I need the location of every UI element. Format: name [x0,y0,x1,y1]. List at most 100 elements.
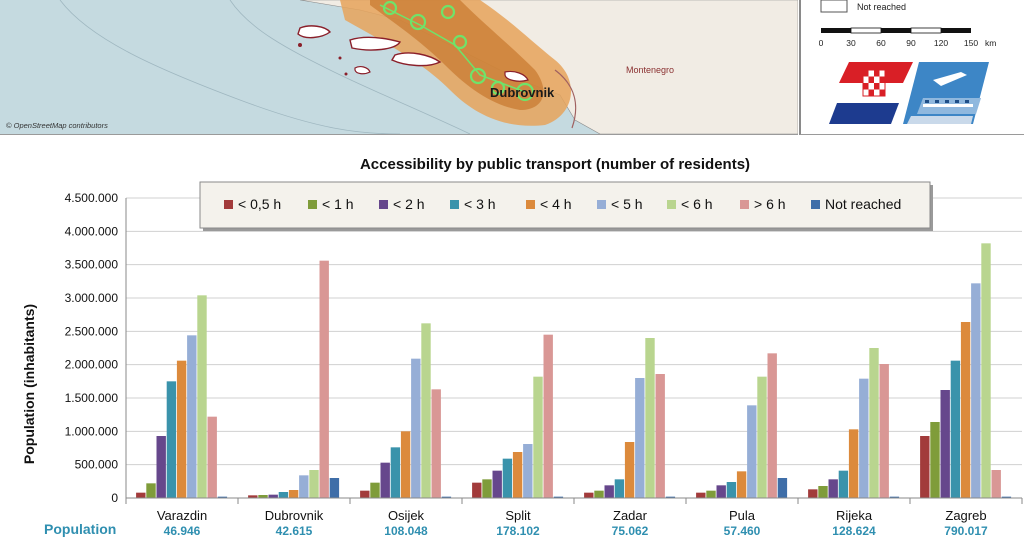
chart-title: Accessibility by public transport (numbe… [360,156,750,173]
bar-rijeka-series-4 [848,429,859,498]
scale-bar: 0 30 60 90 120 150 km [819,27,996,48]
legend-label-4: < 4 h [540,196,572,212]
bar-zadar-series-1 [594,490,604,498]
not-reached-swatch [820,0,848,13]
bar-dubrovnik-series-3 [278,492,289,498]
chart-container: Accessibility by public transport (numbe… [0,136,1024,544]
bar-zadar-series-4 [624,442,635,498]
bar-rijeka-series-8 [889,496,900,498]
bar-pula-series-6 [757,376,767,498]
population-value: 57.460 [724,524,761,538]
legend-label-2: < 2 h [393,196,425,212]
bar-pula-series-0 [696,492,706,498]
population-value: 42.615 [276,524,313,538]
bar-split-series-5 [523,444,533,498]
bar-zagreb-series-2 [940,390,950,498]
legend-swatch-7 [740,200,749,209]
legend-label-5: < 5 h [611,196,643,212]
legend-swatch-0 [224,200,233,209]
x-category-label: Varazdin [157,508,207,523]
bar-pula-series-1 [706,490,716,498]
map-panel: Dubrovnik Montenegro © OpenStreetMap con… [0,0,798,135]
bar-osijek-series-2 [380,462,390,498]
population-row-label: Population [44,521,116,537]
map-graphic: Dubrovnik Montenegro © OpenStreetMap con… [0,0,798,134]
legend-label-7: > 6 h [754,196,786,212]
bar-zadar-series-8 [665,496,676,498]
bar-varazdin-series-4 [176,360,187,498]
bar-zadar-series-0 [584,492,594,498]
legend-swatch-3 [450,200,459,209]
y-tick-label: 1.000.000 [65,424,119,438]
bar-osijek-series-4 [400,431,411,498]
bar-rijeka-series-5 [859,378,869,498]
x-category-label: Pula [729,508,756,523]
x-category-label: Osijek [388,508,425,523]
scale-unit: km [985,38,996,48]
legend-swatch-4 [526,200,535,209]
y-tick-label: 3.500.000 [65,258,119,272]
bar-rijeka-series-2 [828,479,838,498]
x-category-label: Zagreb [945,508,986,523]
bar-osijek-series-0 [360,490,370,498]
bar-dubrovnik-series-7 [319,260,329,498]
bar-varazdin-series-8 [217,496,228,498]
y-tick-label: 4.000.000 [65,224,119,238]
bar-pula-series-7 [767,353,777,498]
bar-zagreb-series-8 [1001,496,1012,498]
scale-tick-120: 120 [934,38,948,48]
y-tick-label: 2.500.000 [65,324,119,338]
bar-dubrovnik-series-4 [288,490,299,498]
bar-varazdin-series-5 [187,335,197,498]
y-tick-label: 2.000.000 [65,358,119,372]
legend-swatch-1 [308,200,317,209]
legend-swatch-6 [667,200,676,209]
bar-zagreb-series-7 [991,470,1001,498]
population-value: 128.624 [832,524,876,538]
bar-pula-series-8 [777,478,788,498]
y-tick-label: 1.500.000 [65,391,119,405]
map-attribution: © OpenStreetMap contributors [6,121,108,130]
bar-split-series-6 [533,376,543,498]
bar-osijek-series-8 [441,496,452,498]
legend-label-1: < 1 h [322,196,354,212]
population-value: 108.048 [384,524,428,538]
legend-not-reached-label: Not reached [857,2,906,12]
bar-rijeka-series-1 [818,486,828,498]
bar-pula-series-2 [716,485,726,498]
legend-label-6: < 6 h [681,196,713,212]
bar-split-series-0 [472,482,482,498]
bar-zadar-series-6 [645,338,655,498]
map-city-label: Dubrovnik [490,85,555,100]
bar-rijeka-series-7 [879,364,889,498]
legend-swatch-2 [379,200,388,209]
scale-tick-150: 150 [964,38,978,48]
legend-label-3: < 3 h [464,196,496,212]
bar-split-series-1 [482,479,492,498]
map-country-label: Montenegro [626,65,674,75]
bar-zagreb-series-3 [950,360,961,498]
population-value: 75.062 [612,524,649,538]
bar-zadar-series-7 [655,374,665,498]
bar-varazdin-series-6 [197,295,207,498]
bar-dubrovnik-series-2 [268,494,278,498]
croatia-flag-logo [829,62,913,124]
map-legend-graphic: Not reached 0 30 60 90 120 150 km [819,0,996,124]
bar-osijek-series-3 [390,447,401,498]
x-category-label: Dubrovnik [265,508,324,523]
bar-zadar-series-2 [604,485,614,498]
bar-zagreb-series-6 [981,243,991,498]
scale-tick-90: 90 [906,38,916,48]
y-axis-label: Population (inhabitants) [21,304,37,464]
bar-zadar-series-3 [614,479,625,498]
bar-varazdin-series-7 [207,416,217,498]
bar-osijek-series-7 [431,389,441,498]
bar-dubrovnik-series-0 [248,495,258,498]
bar-zagreb-series-5 [971,283,981,498]
scale-tick-30: 30 [846,38,856,48]
scale-tick-60: 60 [876,38,886,48]
bar-zagreb-series-4 [960,322,971,498]
y-tick-label: 3.000.000 [65,291,119,305]
bar-varazdin-series-2 [156,436,166,498]
bar-rijeka-series-3 [838,470,849,498]
